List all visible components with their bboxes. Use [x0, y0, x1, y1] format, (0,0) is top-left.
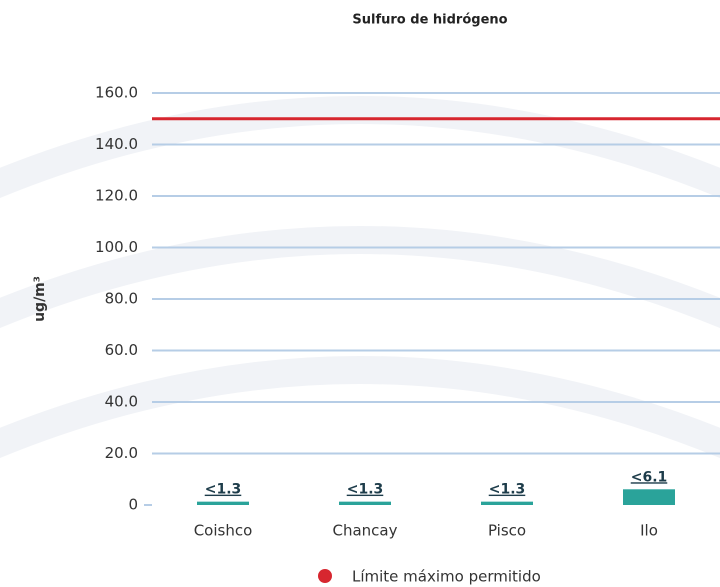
value-label: <1.3 — [489, 482, 526, 498]
y-tick-label: 120.0 — [95, 187, 138, 205]
chart-title: Sulfuro de hidrógeno — [352, 13, 507, 28]
bar — [623, 489, 675, 505]
y-tick-label: 20.0 — [105, 444, 138, 462]
value-label: <1.3 — [205, 482, 242, 498]
x-tick-label: Chancay — [333, 522, 398, 540]
value-label: <6.1 — [631, 469, 668, 485]
bar — [339, 501, 391, 505]
legend-marker — [318, 569, 332, 583]
y-tick-label: 80.0 — [105, 290, 138, 308]
bar — [481, 501, 533, 505]
y-tick-label: 60.0 — [105, 341, 138, 359]
value-label: <1.3 — [347, 482, 384, 498]
x-tick-label: Pisco — [488, 522, 526, 540]
y-tick-label: 140.0 — [95, 135, 138, 153]
y-tick-label: 0 — [128, 496, 138, 514]
x-tick-label: Ilo — [640, 522, 658, 540]
y-tick-label: 160.0 — [95, 84, 138, 102]
background-swirls — [0, 96, 720, 459]
y-axis-label: ug/m³ — [32, 276, 48, 322]
bar — [197, 501, 249, 505]
x-tick-label: Coishco — [194, 522, 253, 540]
y-tick-label: 100.0 — [95, 238, 138, 256]
y-tick-label: 40.0 — [105, 393, 138, 411]
legend-label: Límite máximo permitido — [352, 568, 541, 586]
